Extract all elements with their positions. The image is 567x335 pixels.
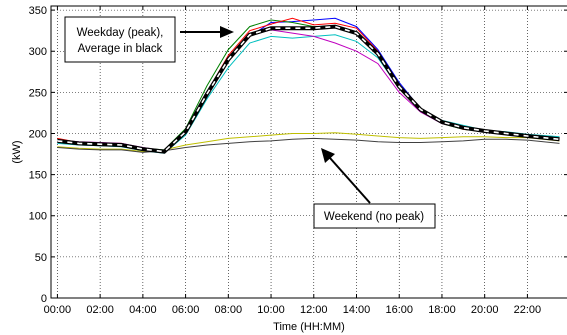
x-tick-label: 08:00 — [215, 304, 243, 316]
x-tick-label: 22:00 — [514, 304, 542, 316]
x-tick-label: 04:00 — [129, 304, 157, 316]
annotation-weekday-line2: Average in black — [78, 43, 163, 55]
plot-frame — [50, 5, 567, 299]
x-tick-label: 14:00 — [343, 304, 371, 316]
annotation-weekend: Weekend (no peak) — [313, 148, 436, 229]
annotation-weekday-arrowhead — [220, 26, 234, 38]
y-tick-label: 350 — [29, 5, 47, 17]
annotation-weekday-box — [64, 16, 176, 63]
y-tick-label: 100 — [29, 211, 47, 223]
x-tick-label: 06:00 — [172, 304, 200, 316]
y-tick-label: 150 — [29, 170, 47, 182]
x-tick-label: 12:00 — [300, 304, 328, 316]
average-line-dashes — [57, 25, 560, 153]
series-line — [57, 137, 560, 153]
annotation-weekday: Weekday (peak), Average in black — [64, 16, 234, 63]
x-tick-label: 18:00 — [428, 304, 456, 316]
y-tick-label: 50 — [35, 252, 47, 264]
annotation-weekday-line1: Weekday (peak), — [77, 27, 164, 39]
series-line — [57, 132, 560, 153]
average-layer — [57, 24, 560, 154]
annotation-weekend-arrow — [329, 157, 371, 204]
y-tick-label: 0 — [41, 293, 47, 305]
y-tick-label: 200 — [29, 128, 47, 140]
annotation-weekend-text: Weekend (no peak) — [324, 211, 424, 223]
y-tick-label: 300 — [29, 46, 47, 58]
y-tick-label: 250 — [29, 87, 47, 99]
annotation-weekend-box — [313, 203, 436, 229]
x-tick-label: 20:00 — [471, 304, 499, 316]
y-axis-label: (kW) — [11, 140, 23, 163]
axis-ticks: 00:00 02:00 04:00 06:00 08:00 10:00 12:00 14:00… — [29, 5, 567, 316]
x-tick-label: 02:00 — [86, 304, 114, 316]
x-tick-label: 16:00 — [385, 304, 413, 316]
annotation-weekend-arrowhead — [321, 148, 335, 163]
x-axis-label: Time (HH:MM) — [273, 321, 345, 333]
x-tick-label: 00:00 — [44, 304, 72, 316]
x-tick-label: 10:00 — [257, 304, 285, 316]
